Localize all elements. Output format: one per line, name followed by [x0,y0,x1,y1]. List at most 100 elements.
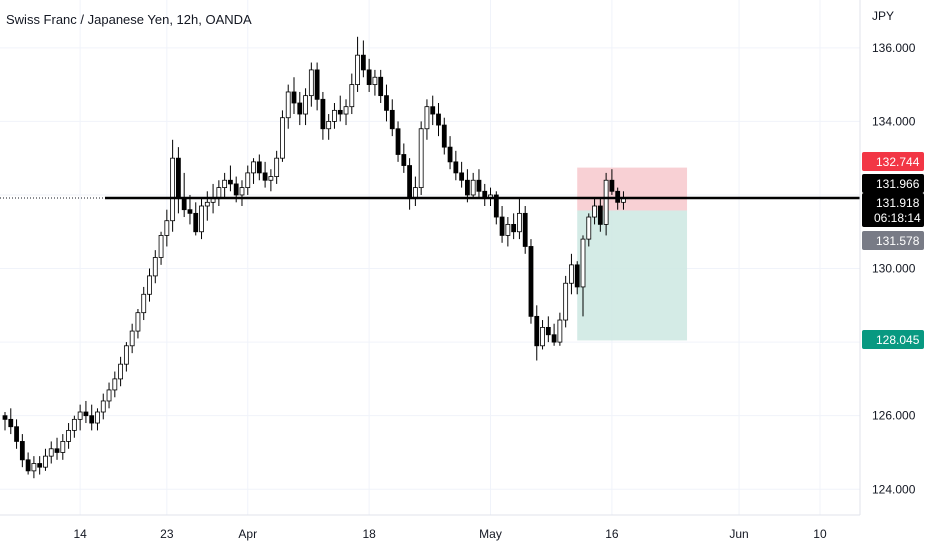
candle-body [511,223,517,233]
candle-body [83,411,89,417]
candle-body [268,176,274,181]
candle [401,143,407,173]
price-tag-bg [862,231,924,250]
candle-body [14,426,19,442]
candle [135,309,141,339]
candle-body [256,161,262,174]
candle-body [517,212,522,233]
chart-title: Swiss Franc / Japanese Yen, 12h, OANDA [6,12,252,27]
candle-body [551,334,557,343]
candle-body [118,363,123,380]
price-tag: 132.744 [862,152,924,171]
candle [597,198,603,232]
candle-body [8,418,14,428]
price-tag-value: 128.045 [876,333,920,347]
candle-body [389,109,395,130]
candle [245,165,251,195]
candle-body [418,128,424,189]
candle [303,88,308,126]
candle [378,69,384,103]
candle-body [441,124,447,148]
candle-body [528,246,534,317]
candle-body [574,264,580,288]
candle-body [285,91,291,119]
price-tag: 131.966 [862,174,924,193]
candle [274,150,280,184]
candle [193,202,199,236]
candle [447,136,453,170]
candle [170,139,176,232]
price-tick-label: 126.000 [872,409,916,423]
candle [141,286,147,321]
candle-body [291,91,297,104]
candle [470,172,476,199]
candle-body [384,95,389,111]
time-tick-label: 16 [605,527,619,541]
candle-body [77,411,83,420]
candle [320,91,326,140]
candle [106,382,112,409]
take-profit-zone[interactable] [577,210,688,341]
candle [25,452,31,475]
candle [256,154,262,181]
candle [66,423,71,449]
candle [418,121,424,195]
candle [285,84,291,129]
candle-body [245,172,251,189]
candle [14,419,19,449]
candle [37,456,43,475]
candle [297,91,303,126]
candle-body [407,165,413,200]
candle-body [141,293,147,314]
candle [71,415,77,438]
candle [372,69,378,96]
candle [569,253,574,295]
candle-body [343,106,349,115]
candle-body [239,187,245,196]
candle-body [597,205,603,225]
candle [147,268,152,302]
candle-body [499,216,505,236]
stop-loss-zone[interactable] [577,167,688,211]
candle [545,316,551,343]
candle [112,371,118,398]
candle-body [378,76,384,97]
candle-body [89,415,95,424]
candle-body [222,179,228,189]
candle-body [569,264,574,284]
candle [239,180,245,206]
candle [430,95,436,126]
price-tag-value: 132.744 [876,155,920,169]
candle [355,36,360,92]
candle-body [540,326,545,347]
candle [436,103,441,137]
candles [2,36,626,479]
candle-body [204,201,210,207]
candle [540,320,545,350]
candle-body [436,113,441,126]
price-tag-bg [862,193,924,227]
candle [89,404,95,431]
candle-body [135,312,141,332]
candle-body [592,205,597,218]
price-tick-label: 136.000 [872,41,916,55]
candle [129,323,135,354]
candle-body [280,117,285,159]
candle [19,434,25,468]
candle [8,408,14,435]
candle-body [332,109,337,122]
price-tag: 128.045 [862,330,924,349]
candle [100,393,106,420]
candle-body [129,330,135,347]
candle-body [320,98,326,130]
candle [326,114,332,140]
candle [222,172,228,199]
candle [343,99,349,126]
candle-body [66,429,71,442]
candle-body [60,441,66,453]
time-axis[interactable]: 14 23 Apr 18 May 16 Jun 10 [73,527,827,541]
